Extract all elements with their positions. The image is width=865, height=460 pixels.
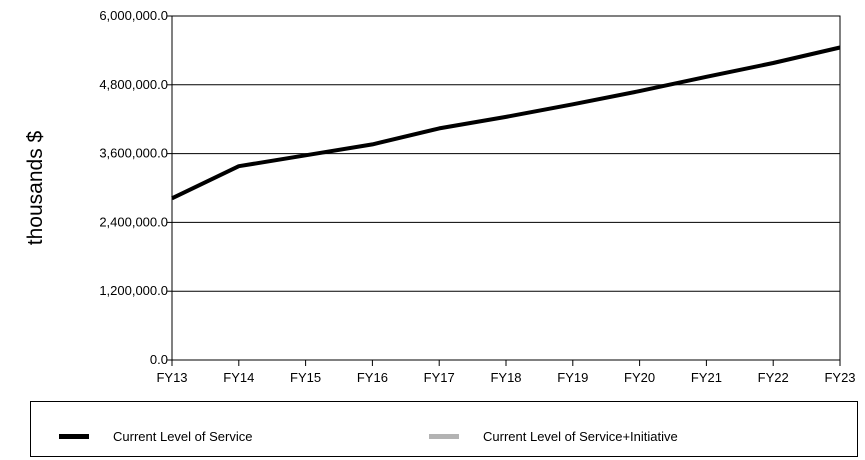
- x-tick-label: FY19: [557, 370, 588, 385]
- legend-swatch-black: [59, 434, 89, 439]
- y-axis-title: thousands $: [24, 130, 47, 245]
- y-tick-label: 0.0: [150, 352, 168, 367]
- x-tick-label: FY23: [824, 370, 855, 385]
- x-tick-label: FY14: [223, 370, 254, 385]
- x-tick-label: FY22: [758, 370, 789, 385]
- x-tick-label: FY15: [290, 370, 321, 385]
- x-tick-label: FY17: [424, 370, 455, 385]
- x-tick-label: FY20: [624, 370, 655, 385]
- x-tick-label: FY16: [357, 370, 388, 385]
- y-tick-label: 6,000,000.0: [99, 8, 168, 23]
- line-chart: 0.0 1,200,000.0 2,400,000.0 3,600,000.0 4,80…: [24, 8, 856, 385]
- legend-swatch-gray: [429, 434, 459, 439]
- legend-label: Current Level of Service: [113, 429, 253, 444]
- y-tick-label: 1,200,000.0: [99, 283, 168, 298]
- x-tick-label: FY21: [691, 370, 722, 385]
- plot-area: [171, 15, 841, 361]
- y-tick-label: 4,800,000.0: [99, 77, 168, 92]
- legend: Current Level of Service Current Level o…: [30, 401, 858, 457]
- legend-item-current-level-of-service-initiative: Current Level of Service+Initiative: [429, 429, 678, 444]
- series-line-0: [171, 45, 841, 201]
- x-tick-label: FY13: [156, 370, 187, 385]
- x-tick-label: FY18: [490, 370, 521, 385]
- y-tick-label: 2,400,000.0: [99, 214, 168, 229]
- y-tick-label: 3,600,000.0: [99, 146, 168, 161]
- legend-item-current-level-of-service: Current Level of Service: [59, 429, 252, 444]
- legend-label: Current Level of Service+Initiative: [483, 429, 678, 444]
